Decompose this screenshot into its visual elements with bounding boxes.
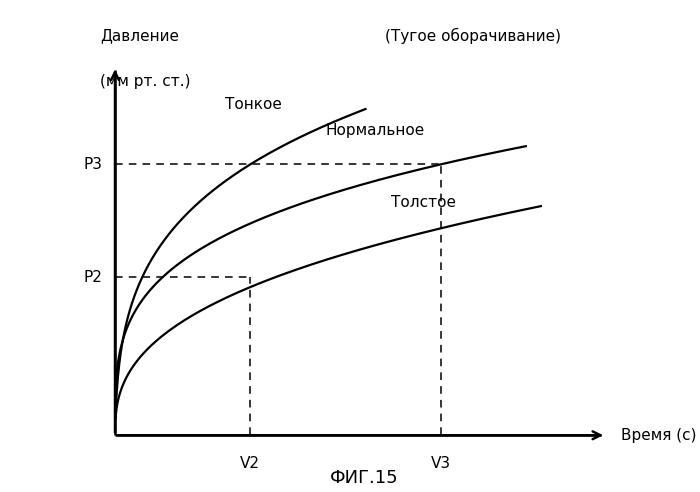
Text: P2: P2 — [83, 270, 102, 285]
Text: Нормальное: Нормальное — [326, 123, 425, 138]
Text: Толстое: Толстое — [391, 194, 456, 210]
Text: Тонкое: Тонкое — [225, 97, 282, 112]
Text: ФИГ.15: ФИГ.15 — [330, 469, 398, 487]
Text: Давление: Давление — [100, 29, 179, 44]
Text: Время (с): Время (с) — [621, 428, 696, 443]
Text: P3: P3 — [83, 157, 102, 172]
Text: (мм рт. ст.): (мм рт. ст.) — [100, 74, 190, 90]
Text: V3: V3 — [430, 456, 451, 471]
Text: (Тугое оборачивание): (Тугое оборачивание) — [385, 28, 561, 44]
Text: V2: V2 — [240, 456, 260, 471]
